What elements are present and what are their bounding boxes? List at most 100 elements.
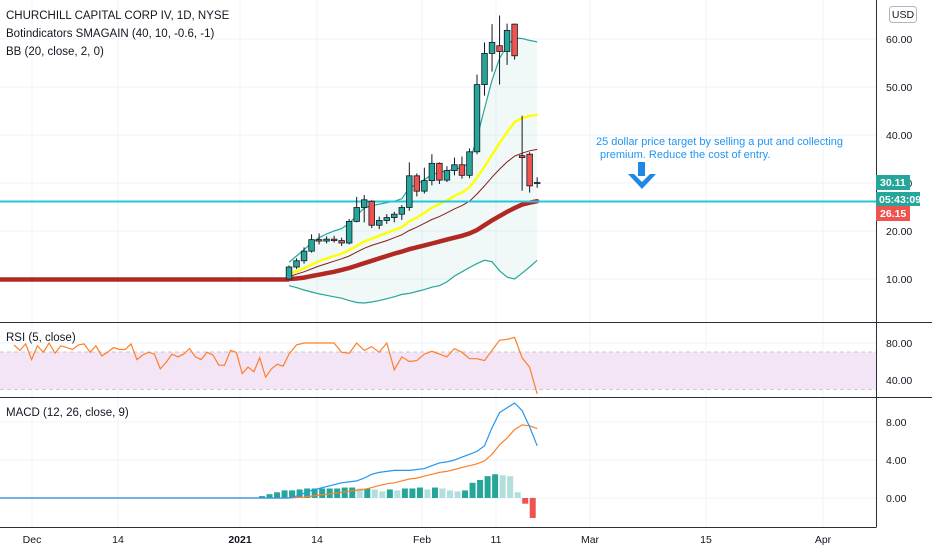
last-price-tag: 30.11 — [876, 175, 910, 190]
time-tick-label: 15 — [700, 534, 712, 546]
candle-up — [421, 180, 428, 192]
macd-histogram-bar — [311, 488, 318, 498]
currency-label: USD — [892, 9, 915, 21]
macd-histogram-bar — [401, 488, 408, 498]
candle-up — [503, 29, 511, 52]
candle-up — [300, 250, 308, 262]
macd-histogram-bar — [484, 476, 491, 498]
macd-histogram-bar — [319, 488, 326, 498]
time-tick-label: Feb — [413, 534, 431, 546]
macd-histogram-bar — [514, 492, 521, 498]
price-tick-label: 10.00 — [886, 274, 912, 286]
price-tick-label: 20.00 — [886, 226, 912, 238]
annotation-line-1: 25 dollar price target by selling a put … — [596, 136, 843, 148]
rsi-line — [13, 336, 538, 395]
macd-histogram-bar — [281, 490, 288, 498]
macd-label: MACD (12, 26, close, 9) — [6, 407, 129, 419]
macd-histogram-bar — [529, 498, 536, 518]
countdown-tag: 05:43:09 — [876, 192, 921, 206]
candle-up — [323, 238, 330, 242]
currency-button[interactable]: USD — [889, 6, 917, 23]
level-price-value: 26.15 — [880, 208, 906, 220]
rsi-axis[interactable]: 80.00 40.00 — [886, 338, 912, 387]
bb-basis-line — [288, 113, 538, 276]
candle-up — [451, 164, 458, 171]
candle-up — [391, 213, 398, 218]
macd-axis[interactable]: 8.00 4.00 0.00 — [886, 417, 907, 505]
macd-histogram-bar — [499, 475, 506, 498]
level-price-tag: 26.15 — [876, 206, 910, 221]
time-tick-label: Apr — [815, 534, 832, 546]
time-tick-label: 14 — [311, 534, 323, 546]
macd-histogram-bar — [349, 487, 356, 498]
macd-histogram-bar — [289, 490, 296, 498]
macd-histogram-bar — [379, 491, 386, 498]
time-tick-label: 14 — [112, 534, 124, 546]
macd-histogram-bar — [424, 489, 431, 498]
candle-down — [338, 240, 345, 244]
candle-up — [488, 41, 496, 54]
price-tick-label: 60.00 — [886, 34, 912, 46]
macd-histogram-bar — [431, 487, 438, 498]
macd-histogram-bar — [492, 474, 499, 498]
price-tick-label: 50.00 — [886, 82, 912, 94]
macd-histogram-bar — [409, 488, 416, 498]
macd-histogram-bar — [454, 491, 461, 498]
candle-down — [496, 45, 503, 52]
candle-up — [376, 220, 383, 226]
macd-histogram-bar — [341, 487, 348, 498]
macd-tick-label: 8.00 — [886, 417, 907, 429]
candle-up — [398, 207, 405, 215]
candle-up — [481, 53, 488, 86]
candle-down — [436, 162, 443, 181]
macd-histogram-bar — [386, 489, 393, 498]
time-tick-label: Dec — [23, 534, 42, 546]
macd-histogram-bar — [304, 488, 311, 498]
macd-histogram-bar — [394, 490, 401, 498]
macd-histogram-bar — [477, 479, 484, 498]
macd-histogram-bar — [507, 476, 514, 498]
macd-histogram-bar — [259, 496, 265, 498]
candle-up — [293, 260, 300, 268]
candle-down — [458, 164, 466, 176]
macd-signal-line — [0, 424, 538, 499]
time-axis[interactable]: Dec 14 2021 14 Feb 11 Mar 15 Apr — [23, 534, 832, 546]
candle-down — [368, 200, 375, 226]
macd-histogram-bar — [364, 488, 371, 498]
candle-up — [353, 207, 360, 222]
sma-thin-line — [288, 148, 538, 278]
macd-histogram-bar — [356, 488, 363, 498]
macd-histogram-bar — [416, 487, 423, 498]
candle-down — [518, 155, 526, 158]
candle-up — [383, 217, 390, 221]
indicator-bb-label: BB (20, close, 2, 0) — [6, 46, 104, 58]
macd-histogram-bar — [522, 498, 529, 504]
candle-up — [466, 151, 473, 176]
time-tick-label: 11 — [491, 534, 502, 546]
candle-up — [428, 162, 436, 182]
candle-up — [285, 266, 293, 280]
macd-histogram-bar — [274, 492, 281, 498]
macd-tick-label: 0.00 — [886, 493, 907, 505]
rsi-tick-label: 80.00 — [886, 338, 912, 350]
candle-up — [345, 220, 353, 244]
candle-down — [511, 23, 518, 57]
candle-down — [330, 238, 338, 242]
bb-lower-line — [288, 259, 538, 304]
candle-down — [526, 153, 533, 187]
time-tick-label: Mar — [581, 534, 600, 546]
macd-histogram-bar — [462, 490, 469, 498]
candle-up — [473, 84, 481, 153]
time-tick-label: 2021 — [228, 534, 252, 546]
annotation-line-2: premium. Reduce the cost of entry. — [600, 149, 770, 161]
candle-up — [360, 199, 368, 208]
countdown-value: 05:43:09 — [879, 194, 921, 206]
macd-histogram-bar — [266, 494, 273, 498]
macd-tick-label: 4.00 — [886, 455, 907, 467]
macd-line — [0, 402, 538, 499]
last-price-value: 30.11 — [880, 177, 906, 189]
macd-histogram-bar — [439, 488, 446, 498]
candle-up — [533, 182, 541, 184]
